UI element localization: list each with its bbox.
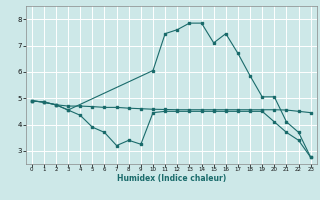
X-axis label: Humidex (Indice chaleur): Humidex (Indice chaleur) — [116, 174, 226, 183]
